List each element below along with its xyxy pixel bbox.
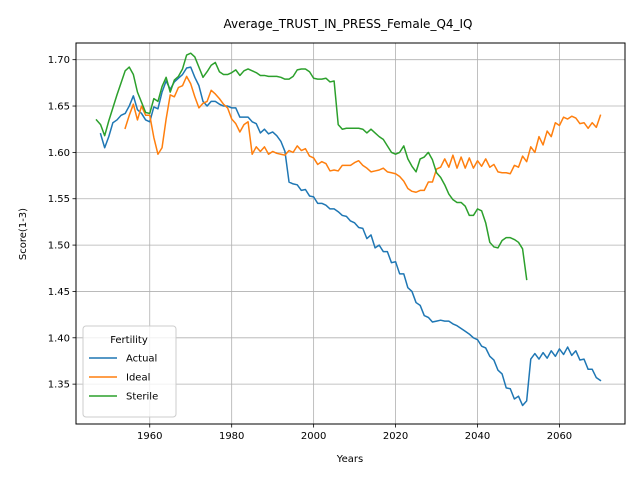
y-axis-label: Score(1-3) <box>18 208 29 260</box>
series-line-actual <box>99 66 602 407</box>
x-tick-label: 2040 <box>465 431 490 442</box>
legend-label-ideal: Ideal <box>126 373 150 384</box>
x-tick-label: 2000 <box>301 431 326 442</box>
x-tick-label: 1980 <box>219 431 244 442</box>
series-line-ideal <box>124 75 602 193</box>
y-tick-label: 1.40 <box>48 333 70 344</box>
legend-label-sterile: Sterile <box>126 392 158 403</box>
legend: Fertility Actual Ideal Sterile <box>82 325 177 418</box>
y-tick-label: 1.65 <box>48 102 70 113</box>
y-tick-label: 1.45 <box>48 287 70 298</box>
legend-label-actual: Actual <box>126 354 157 365</box>
legend-title: Fertility <box>110 335 148 346</box>
y-tick-label: 1.60 <box>48 148 70 159</box>
legend-box <box>82 325 177 418</box>
chart-title: Average_TRUST_IN_PRESS_Female_Q4_IQ <box>223 17 472 31</box>
y-axis: 1.35 1.40 1.45 1.50 1.55 1.60 1.65 1.70 <box>48 55 76 391</box>
plot-frame <box>75 42 626 425</box>
x-axis: 1960 1980 2000 2020 2040 2060 <box>137 424 572 442</box>
y-tick-label: 1.70 <box>48 55 70 66</box>
series-line-sterile <box>95 52 528 281</box>
y-tick-label: 1.50 <box>48 241 70 252</box>
x-axis-label: Years <box>336 454 363 465</box>
y-tick-label: 1.35 <box>48 380 70 391</box>
y-tick-label: 1.55 <box>48 194 70 205</box>
x-tick-label: 2060 <box>547 431 572 442</box>
x-tick-label: 1960 <box>137 431 162 442</box>
x-tick-label: 2020 <box>383 431 408 442</box>
legend-entries: Actual Ideal Sterile <box>89 354 158 403</box>
series-layer <box>95 52 602 407</box>
